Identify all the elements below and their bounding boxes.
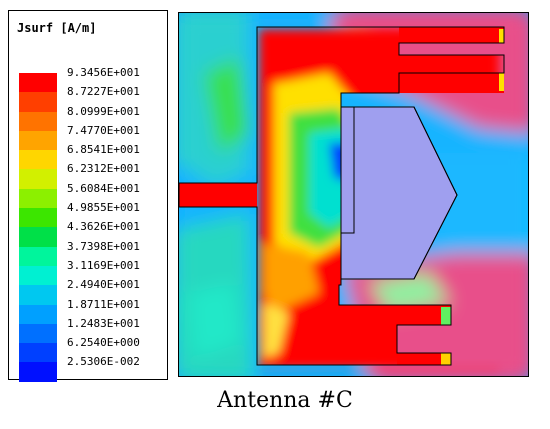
legend-swatch bbox=[19, 150, 57, 170]
legend-swatch bbox=[19, 208, 57, 228]
legend-value: 4.3626E+001 bbox=[67, 220, 140, 234]
legend-value: 6.2540E+000 bbox=[67, 336, 140, 350]
legend-swatch bbox=[19, 362, 57, 382]
legend-value: 5.6084E+001 bbox=[67, 181, 140, 195]
legend-swatch bbox=[19, 227, 57, 247]
legend-swatch bbox=[19, 188, 57, 209]
legend-swatch bbox=[19, 111, 57, 131]
current-density-plot bbox=[178, 12, 529, 377]
legend-value: 4.9855E+001 bbox=[67, 201, 140, 215]
legend-swatch bbox=[19, 246, 57, 266]
upper-arm-top bbox=[399, 27, 504, 43]
color-legend: Jsurf [A/m] 9.3456E+001 8.7227E+001 8.0999… bbox=[8, 10, 168, 382]
legend-swatch bbox=[19, 92, 57, 112]
legend-swatch bbox=[19, 73, 57, 93]
legend-labels: 9.3456E+001 8.7227E+001 8.0999E+001 7.4770E… bbox=[67, 63, 140, 372]
legend-value: 2.5306E-002 bbox=[67, 355, 140, 369]
feed-line bbox=[179, 183, 257, 207]
legend-value: 1.8711E+001 bbox=[67, 297, 140, 311]
legend-value: 8.0999E+001 bbox=[67, 104, 140, 118]
field-map bbox=[179, 13, 528, 376]
legend-swatch bbox=[19, 304, 57, 324]
upper-arm-bottom bbox=[399, 73, 504, 93]
figure-caption: Antenna #C bbox=[217, 388, 353, 413]
legend-swatch bbox=[19, 285, 57, 305]
legend-swatch bbox=[19, 343, 57, 363]
legend-title: Jsurf [A/m] bbox=[17, 21, 97, 35]
legend-value: 6.8541E+001 bbox=[67, 143, 140, 157]
legend-value: 9.3456E+001 bbox=[67, 66, 140, 79]
legend-value: 3.7398E+001 bbox=[67, 239, 140, 253]
legend-value: 1.2483E+001 bbox=[67, 316, 140, 330]
legend-value: 6.2312E+001 bbox=[67, 162, 140, 176]
lower-arm-top bbox=[397, 305, 451, 325]
legend-swatch bbox=[19, 265, 57, 286]
legend-swatch bbox=[19, 169, 57, 189]
legend-value: 2.4940E+001 bbox=[67, 278, 140, 292]
lower-arm-bottom bbox=[397, 353, 451, 365]
legend-swatches bbox=[19, 73, 57, 382]
legend-value: 7.4770E+001 bbox=[67, 123, 140, 137]
legend-swatch bbox=[19, 130, 57, 151]
legend-swatch bbox=[19, 323, 57, 344]
legend-value: 8.7227E+001 bbox=[67, 85, 140, 99]
legend-value: 3.1169E+001 bbox=[67, 258, 140, 272]
